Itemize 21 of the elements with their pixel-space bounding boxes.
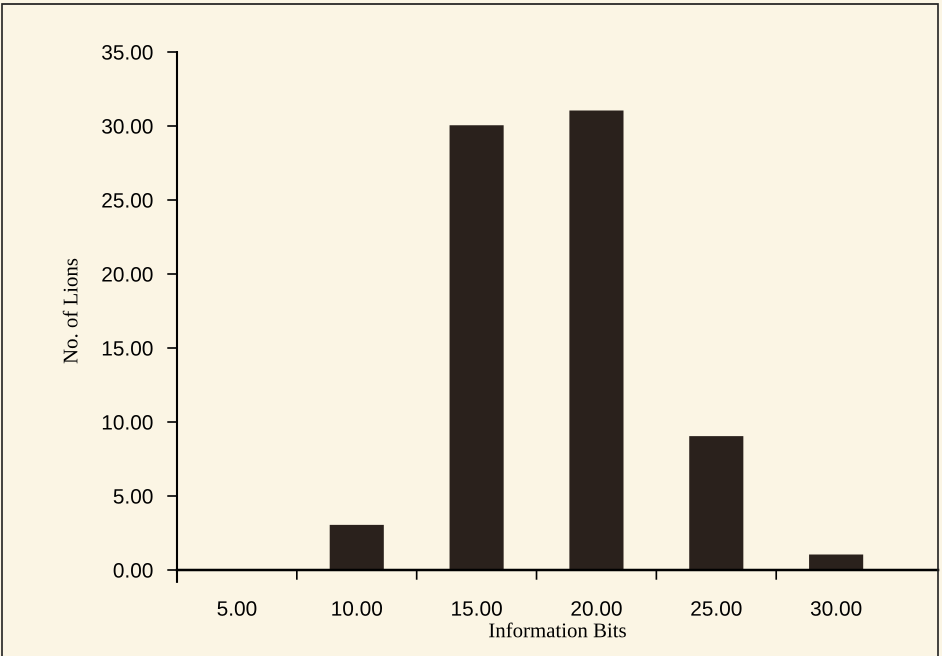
x-tick-label: 25.00 bbox=[691, 601, 742, 616]
y-tick-label: 15.00 bbox=[102, 341, 153, 356]
x-tick-label: 20.00 bbox=[571, 601, 622, 616]
y-axis-title: No. of Lions bbox=[62, 258, 78, 364]
x-tick-label: 15.00 bbox=[452, 601, 502, 616]
bar bbox=[689, 436, 744, 570]
y-tick-label: 5.00 bbox=[114, 489, 153, 504]
bar bbox=[809, 554, 864, 570]
y-tick-label: 25.00 bbox=[102, 193, 153, 208]
x-axis-title: Information Bits bbox=[489, 622, 626, 638]
y-tick-label: 10.00 bbox=[102, 415, 153, 430]
bar bbox=[450, 125, 504, 570]
y-tick-label: 35.00 bbox=[102, 45, 153, 60]
bar bbox=[569, 110, 624, 570]
y-tick-label: 0.00 bbox=[114, 563, 153, 578]
x-tick-label: 5.00 bbox=[217, 601, 256, 616]
y-tick-label: 20.00 bbox=[102, 267, 153, 282]
x-tick-label: 10.00 bbox=[332, 601, 382, 616]
bar bbox=[330, 524, 384, 570]
x-tick-label: 30.00 bbox=[810, 601, 862, 616]
y-tick-label: 30.00 bbox=[102, 119, 153, 134]
